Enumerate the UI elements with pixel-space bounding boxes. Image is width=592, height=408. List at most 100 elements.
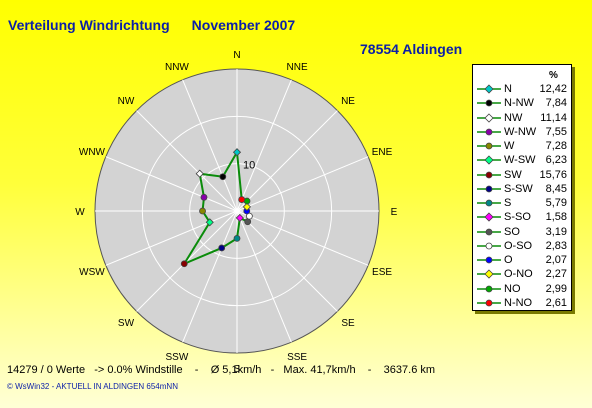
legend-marker bbox=[477, 242, 501, 250]
direction-label-sse: SSE bbox=[287, 352, 307, 363]
legend-item: N-NW 7,84 bbox=[473, 96, 571, 110]
ring-tick-label: 10 bbox=[243, 160, 255, 172]
direction-label-se: SE bbox=[341, 318, 355, 329]
data-point bbox=[242, 202, 251, 211]
data-point bbox=[238, 196, 246, 203]
legend-direction: NW bbox=[504, 111, 523, 124]
legend-item: N 12,42 bbox=[473, 82, 571, 96]
legend-direction: N-NW bbox=[504, 97, 534, 110]
legend-item: O-NO 2,27 bbox=[473, 267, 571, 281]
legend-direction: W bbox=[504, 140, 515, 152]
legend-direction: S-SO bbox=[504, 211, 531, 224]
data-point bbox=[180, 260, 188, 268]
title-month: November 2007 bbox=[191, 17, 296, 33]
data-point bbox=[235, 213, 244, 222]
legend-box: % N 12,42 N-NW 7,84 NW 11,14 W-NW 7,55 W 7,28 W-SW… bbox=[472, 64, 572, 311]
legend-marker bbox=[477, 285, 501, 292]
direction-label-ssw: SSW bbox=[166, 352, 189, 363]
legend-value: 7,84 bbox=[545, 97, 567, 110]
legend-marker bbox=[477, 269, 501, 279]
data-point bbox=[233, 235, 241, 242]
legend-value: 15,76 bbox=[539, 168, 567, 181]
data-point bbox=[200, 193, 208, 201]
legend-direction: SO bbox=[504, 225, 520, 238]
grid-spoke bbox=[236, 110, 338, 212]
direction-label-nnw: NNW bbox=[165, 62, 189, 73]
legend-item: S 5,79 bbox=[473, 196, 571, 210]
legend-direction: S-SW bbox=[504, 182, 533, 195]
legend-item: O 2,07 bbox=[473, 253, 571, 267]
data-point bbox=[199, 207, 206, 215]
legend-item: S-SO 1,58 bbox=[473, 210, 571, 224]
legend-value: 8,45 bbox=[545, 182, 567, 195]
legend-direction: W-SW bbox=[504, 154, 536, 167]
legend-direction: N-NO bbox=[504, 296, 533, 309]
legend-marker bbox=[477, 256, 501, 264]
legend-value: 7,55 bbox=[545, 125, 567, 138]
legend-marker bbox=[477, 142, 501, 150]
legend-marker bbox=[477, 128, 501, 136]
legend-header: % bbox=[549, 70, 558, 81]
legend-marker bbox=[477, 155, 501, 165]
data-point bbox=[218, 244, 226, 252]
legend-item: W 7,28 bbox=[473, 139, 571, 153]
title-text: Verteilung Windrichtung bbox=[8, 17, 170, 33]
legend-direction: NO bbox=[504, 282, 521, 295]
legend-value: 2,99 bbox=[545, 282, 567, 295]
grid-spoke bbox=[136, 110, 238, 212]
legend-item: W-SW 6,23 bbox=[473, 153, 571, 167]
legend-value: 12,42 bbox=[539, 83, 567, 95]
grid-spoke bbox=[105, 210, 238, 266]
direction-label-nw: NW bbox=[118, 96, 135, 107]
legend-item: S-SW 8,45 bbox=[473, 182, 571, 196]
legend-value: 2,61 bbox=[545, 296, 567, 309]
grid-spoke bbox=[236, 79, 292, 212]
grid-spoke bbox=[182, 79, 238, 212]
software-credit: © WsWin32 - AKTUELL IN ALDINGEN 654mNN bbox=[7, 382, 178, 391]
legend-item: N-NO 2,61 bbox=[473, 296, 571, 310]
data-point bbox=[244, 218, 252, 226]
legend-value: 11,14 bbox=[540, 111, 567, 124]
legend-item: SO 3,19 bbox=[473, 225, 571, 239]
legend-marker bbox=[477, 84, 501, 94]
legend-direction: O-SO bbox=[504, 239, 533, 252]
legend-value: 5,79 bbox=[545, 197, 567, 209]
grid-spoke bbox=[236, 210, 369, 266]
legend-marker bbox=[477, 99, 501, 107]
grid-spoke bbox=[236, 156, 369, 212]
legend-marker bbox=[477, 199, 501, 207]
direction-label-ene: ENE bbox=[372, 147, 393, 158]
legend-value: 7,28 bbox=[545, 140, 567, 152]
legend-marker bbox=[477, 299, 501, 307]
station-label: 78554 Aldingen bbox=[360, 41, 463, 57]
legend-value: 2,83 bbox=[545, 239, 567, 252]
legend-direction: O bbox=[504, 254, 513, 266]
legend-item: NO 2,99 bbox=[473, 282, 571, 296]
statistics-line: 14279 / 0 Werte -> 0.0% Windstille - Ø 5… bbox=[7, 364, 436, 376]
legend-marker bbox=[477, 171, 501, 178]
data-point bbox=[195, 169, 204, 178]
legend-marker bbox=[477, 112, 501, 123]
legend-value: 2,07 bbox=[545, 254, 567, 266]
legend-item: SW 15,76 bbox=[473, 168, 571, 182]
legend-direction: SW bbox=[504, 168, 522, 181]
direction-label-s: S bbox=[234, 364, 241, 375]
legend-item: W-NW 7,55 bbox=[473, 125, 571, 139]
direction-label-ne: NE bbox=[341, 96, 355, 107]
legend-direction: S bbox=[504, 197, 512, 209]
legend-marker bbox=[477, 212, 501, 222]
legend-value: 6,23 bbox=[545, 154, 567, 167]
legend-item: O-SO 2,83 bbox=[473, 239, 571, 253]
legend-direction: N bbox=[504, 83, 512, 95]
chart-title: Verteilung Windrichtung November 2007 bbox=[8, 17, 295, 33]
data-point bbox=[232, 148, 242, 157]
direction-label-w: W bbox=[75, 207, 85, 218]
grid-spoke bbox=[105, 156, 238, 212]
direction-label-wnw: WNW bbox=[79, 147, 106, 158]
legend-marker bbox=[477, 185, 501, 193]
legend-value: 1,58 bbox=[545, 211, 567, 224]
legend-direction: W-NW bbox=[504, 125, 537, 138]
direction-label-n: N bbox=[233, 50, 240, 61]
legend-marker bbox=[477, 228, 501, 235]
